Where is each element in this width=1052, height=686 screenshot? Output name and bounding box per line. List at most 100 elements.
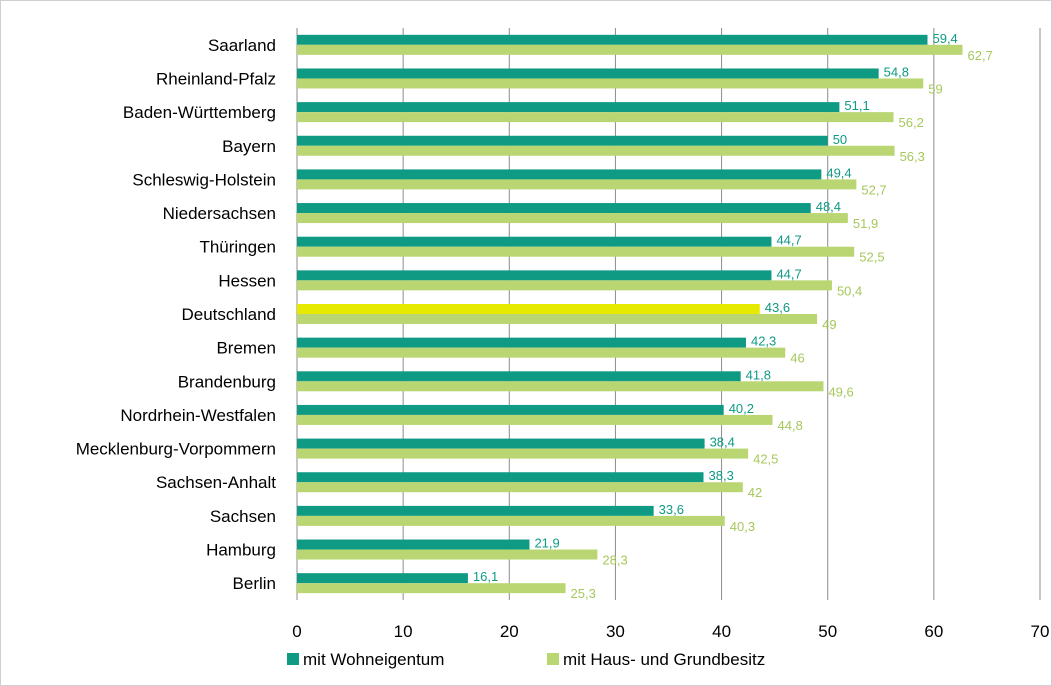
data-label: 51,9	[853, 216, 878, 231]
bar-mit-haus-und-grundbesitz-saarland	[297, 44, 963, 55]
data-label: 52,5	[859, 250, 884, 265]
category-label: Schleswig-Holstein	[132, 170, 276, 189]
data-label: 54,8	[884, 64, 909, 79]
data-label: 48,4	[816, 199, 841, 214]
bar-mit-haus-und-grundbesitz-sachsen-anhalt	[297, 482, 743, 493]
x-tick-label: 50	[818, 622, 837, 641]
data-label: 43,6	[765, 300, 790, 315]
data-label: 50,4	[837, 283, 862, 298]
bars	[297, 34, 963, 594]
category-labels: Saarland Rheinland-Pfalz Baden-Württemberg…	[76, 36, 277, 593]
category-label: Saarland	[208, 36, 276, 55]
bar-mit-wohneigentum-mecklenburg-vorpommern	[297, 438, 705, 449]
bar-mit-haus-und-grundbesitz-mecklenburg-vorpommern	[297, 448, 749, 459]
bar-mit-haus-und-grundbesitz-thuringen	[297, 246, 855, 257]
data-label: 59	[928, 81, 942, 96]
data-label: 44,7	[776, 233, 801, 248]
bar-mit-wohneigentum-baden-wurttemberg	[297, 102, 840, 113]
bar-mit-haus-und-grundbesitz-berlin	[297, 583, 566, 594]
data-label: 33,6	[659, 502, 684, 517]
category-label: Baden-Württemberg	[123, 103, 276, 122]
bar-mit-haus-und-grundbesitz-hessen	[297, 280, 832, 291]
data-label: 56,3	[900, 149, 925, 164]
bar-mit-wohneigentum-bayern	[297, 135, 828, 146]
data-label: 21,9	[534, 536, 559, 551]
x-tick-label: 40	[712, 622, 731, 641]
bar-mit-wohneigentum-saarland	[297, 34, 928, 45]
bar-mit-wohneigentum-berlin	[297, 573, 468, 584]
data-label: 46	[790, 351, 804, 366]
legend-swatch-mit-haus-und-grundbesitz	[547, 653, 559, 665]
bar-mit-haus-und-grundbesitz-brandenburg	[297, 381, 824, 392]
category-label: Hamburg	[206, 541, 276, 560]
legend-label: mit Haus- und Grundbesitz	[563, 650, 765, 669]
data-label: 42,5	[753, 452, 778, 467]
bar-mit-wohneigentum-rheinland-pfalz	[297, 68, 879, 79]
bar-mit-haus-und-grundbesitz-sachsen	[297, 515, 725, 526]
data-label: 42	[748, 485, 762, 500]
bar-mit-wohneigentum-sachsen-anhalt	[297, 472, 704, 483]
data-label: 52,7	[861, 182, 886, 197]
data-label: 40,2	[729, 401, 754, 416]
data-label: 16,1	[473, 569, 498, 584]
data-label: 59,4	[932, 31, 957, 46]
category-label: Niedersachsen	[163, 204, 276, 223]
category-label: Mecklenburg-Vorpommern	[76, 440, 276, 459]
bar-mit-haus-und-grundbesitz-baden-wurttemberg	[297, 112, 894, 123]
x-tick-label: 20	[500, 622, 519, 641]
bar-mit-wohneigentum-niedersachsen	[297, 203, 811, 214]
data-label: 49,4	[826, 165, 851, 180]
category-label: Nordrhein-Westfalen	[120, 406, 276, 425]
data-label: 28,3	[602, 553, 627, 568]
bar-mit-wohneigentum-thuringen	[297, 236, 772, 247]
x-axis-ticks: 0 10 20 30 40 50 60 70	[292, 622, 1049, 641]
bar-mit-wohneigentum-deutschland	[297, 304, 760, 314]
bar-mit-haus-und-grundbesitz-schleswig-holstein	[297, 179, 857, 190]
gridlines	[296, 28, 1041, 600]
category-label: Sachsen-Anhalt	[156, 473, 276, 492]
bar-mit-wohneigentum-nordrhein-westfalen	[297, 404, 724, 415]
data-label: 38,3	[709, 468, 734, 483]
data-label: 42,3	[751, 334, 776, 349]
bar-mit-wohneigentum-hessen	[297, 270, 772, 281]
bar-mit-wohneigentum-schleswig-holstein	[297, 169, 822, 180]
category-label: Berlin	[233, 574, 276, 593]
data-label: 62,7	[968, 48, 993, 63]
category-label: Bremen	[216, 339, 276, 358]
category-label: Bayern	[222, 137, 276, 156]
data-label: 25,3	[571, 586, 596, 601]
data-label: 41,8	[746, 367, 771, 382]
x-tick-label: 70	[1031, 622, 1050, 641]
data-label: 51,1	[844, 98, 869, 113]
value-labels: 59,4 62,7 54,8 59 51,1 56,2 50 56,3 49,4 52,7 48,4…	[473, 31, 993, 601]
bar-mit-haus-und-grundbesitz-hamburg	[297, 549, 598, 560]
data-label: 49,6	[828, 384, 853, 399]
legend-swatch-mit-wohneigentum	[287, 653, 299, 665]
data-label: 49	[822, 317, 836, 332]
x-tick-label: 0	[292, 622, 301, 641]
x-tick-label: 10	[394, 622, 413, 641]
data-label: 50	[833, 132, 847, 147]
bar-mit-haus-und-grundbesitz-bremen	[297, 347, 786, 358]
bar-mit-wohneigentum-brandenburg	[297, 371, 741, 382]
bar-mit-haus-und-grundbesitz-nordrhein-westfalen	[297, 414, 773, 425]
data-label: 44,8	[778, 418, 803, 433]
data-label: 44,7	[776, 266, 801, 281]
data-label: 40,3	[730, 519, 755, 534]
bar-mit-wohneigentum-sachsen	[297, 505, 654, 516]
data-label: 56,2	[899, 115, 924, 130]
bar-mit-wohneigentum-bremen	[297, 337, 746, 348]
x-tick-label: 30	[606, 622, 625, 641]
bar-mit-haus-und-grundbesitz-niedersachsen	[297, 213, 848, 224]
category-label: Deutschland	[181, 305, 276, 324]
data-label: 38,4	[710, 435, 735, 450]
bar-mit-wohneigentum-hamburg	[297, 539, 530, 550]
category-label: Thüringen	[199, 238, 276, 257]
bar-mit-haus-und-grundbesitz-bayern	[297, 145, 895, 156]
x-tick-label: 60	[924, 622, 943, 641]
category-label: Hessen	[218, 271, 276, 290]
legend: mit Wohneigentum mit Haus- und Grundbesit…	[287, 650, 765, 669]
category-label: Brandenburg	[178, 372, 276, 391]
bar-mit-haus-und-grundbesitz-rheinland-pfalz	[297, 78, 924, 89]
